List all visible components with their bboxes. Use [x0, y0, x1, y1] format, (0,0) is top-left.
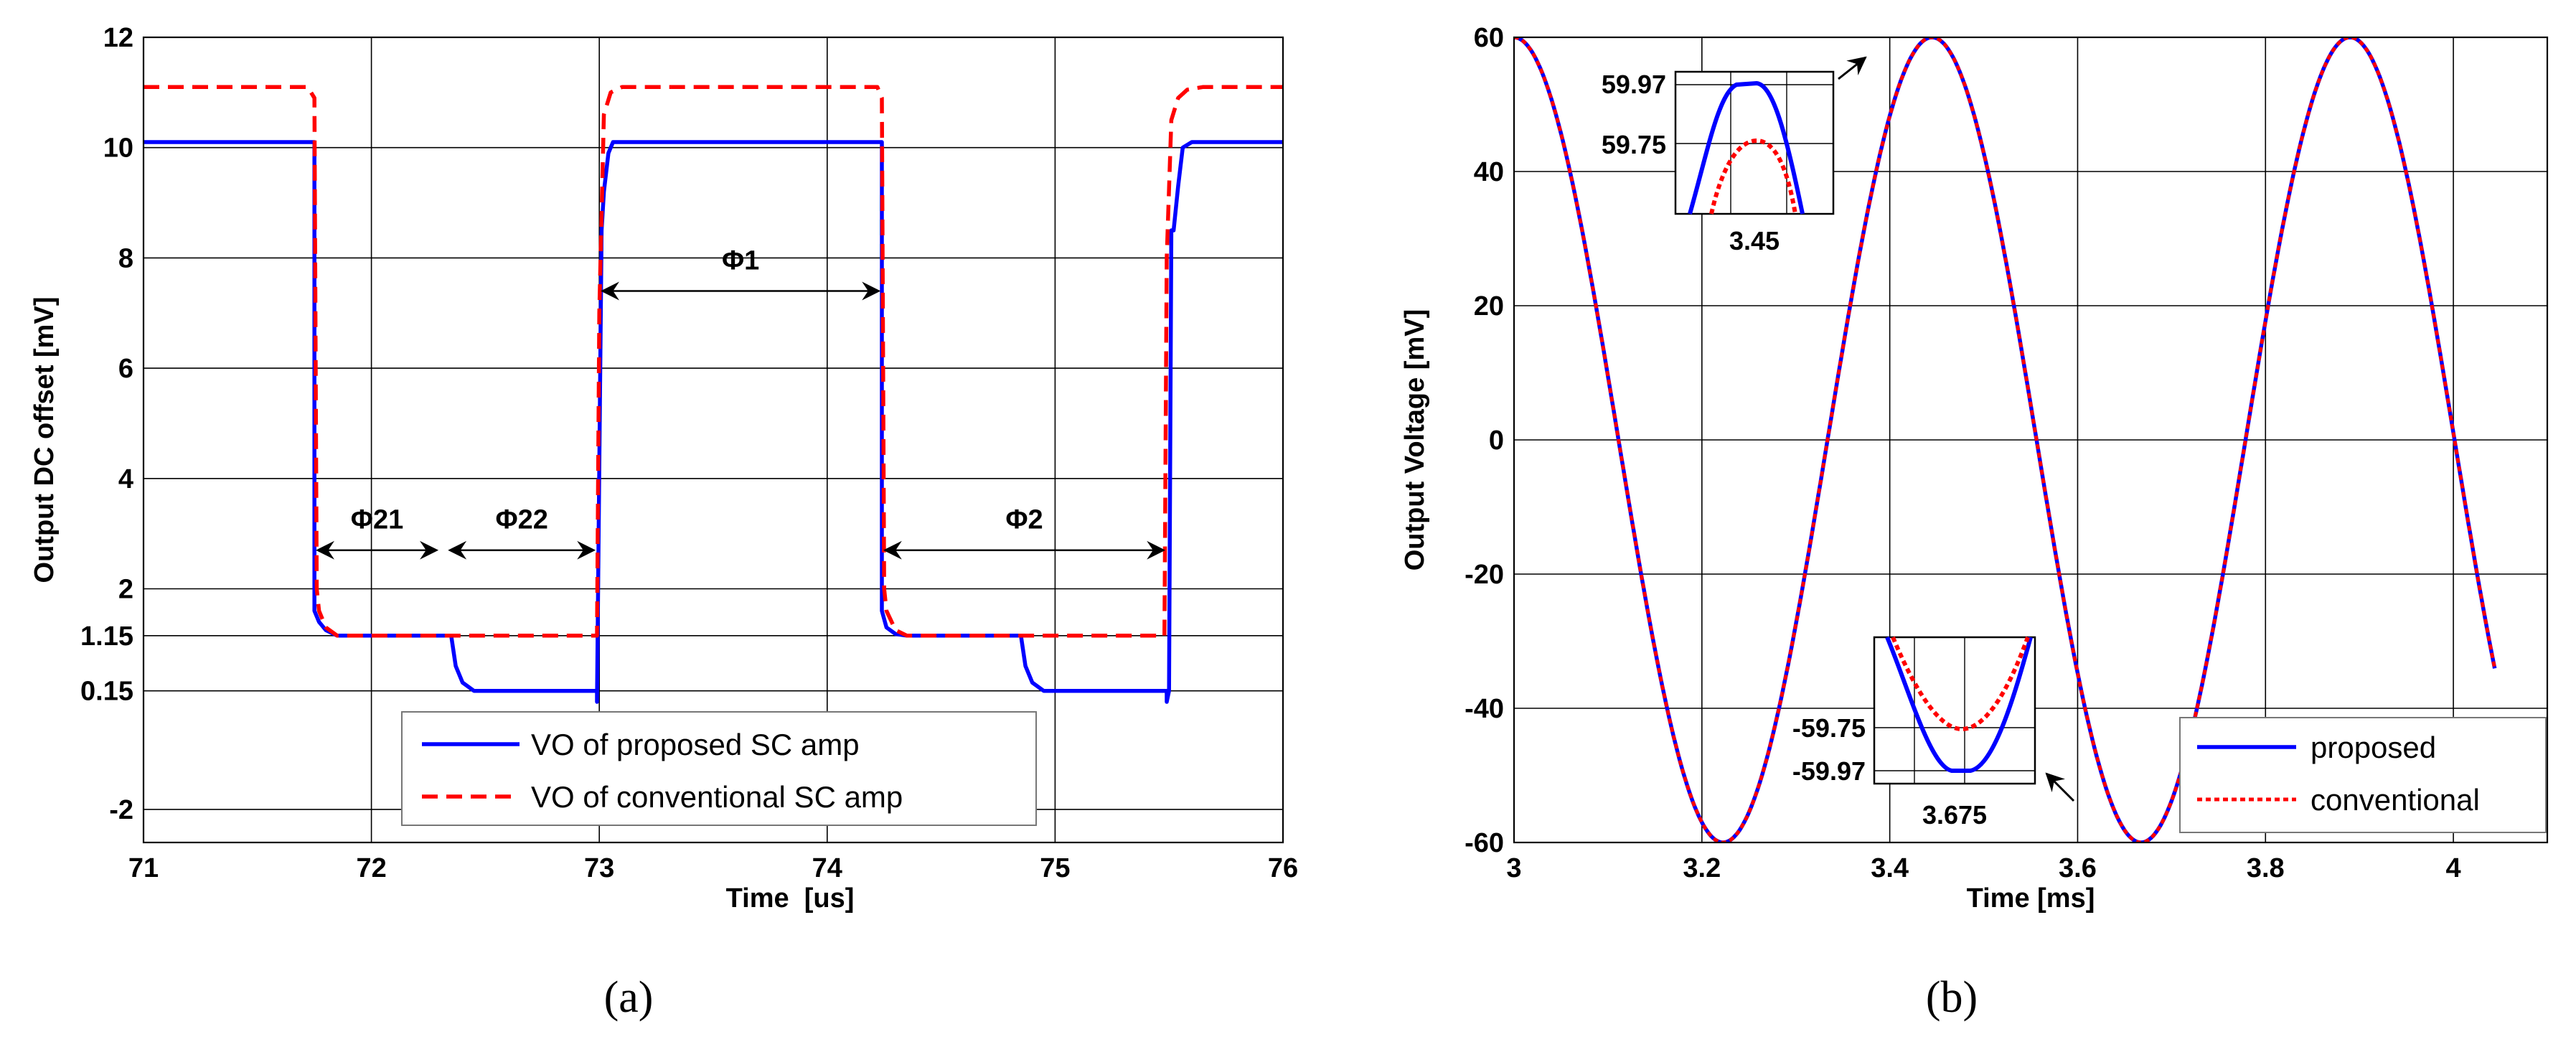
inset-bottom-conventional-curve: [1891, 636, 2030, 732]
inset-top-x-tick: 3.45: [1729, 226, 1780, 255]
inset-top-y-tick-1: 59.97: [1602, 70, 1666, 99]
chart-b-y-tick-label: 20: [1474, 291, 1504, 321]
chart-b-y-axis-label: Output Voltage [mV]: [1400, 309, 1430, 571]
chart-a-y-tick-label: 0.15: [80, 677, 133, 707]
chart-b: 3 3.2 3.4 3.6 3.8 4 -60 -40 -20 0 20 40 60 59.97 59.…: [1400, 23, 2549, 1022]
annotation-label: Φ2: [1005, 505, 1043, 535]
inset-top-proposed-curve: [1688, 80, 1805, 215]
chart-a-x-tick-label: 73: [584, 853, 614, 883]
chart-b-x-tick-label: 3.4: [1871, 853, 1909, 883]
chart-b-x-tick-label: 3.6: [2059, 853, 2097, 883]
chart-b-x-tick-label: 3.2: [1683, 853, 1721, 883]
chart-a-x-tick-label: 76: [1268, 853, 1298, 883]
chart-a-x-axis-label: Time [us]: [726, 883, 855, 914]
chart-b-tick-labels: 3 3.2 3.4 3.6 3.8 4 -60 -40 -20 0 20 40 60: [1465, 23, 2461, 883]
chart-b-y-tick-label: 40: [1474, 157, 1504, 187]
chart-a-lines: [144, 85, 1283, 704]
inset-top-y-tick-2: 59.75: [1602, 130, 1666, 159]
series-conventional-sc-amp-line: [144, 85, 1283, 638]
chart-a-annotations: Φ1 Φ21 Φ22 Φ2: [316, 246, 1166, 560]
chart-a-x-tick-label: 75: [1040, 853, 1070, 883]
chart-a-y-tick-label: 6: [118, 354, 133, 384]
chart-a-y-tick-label: 8: [118, 243, 133, 273]
annotation-label: Φ21: [351, 505, 403, 535]
inset-bottom-pointer-arrow: [2045, 772, 2075, 802]
chart-b-x-tick-label: 3: [1506, 853, 1521, 883]
chart-a-y-tick-label: 10: [103, 133, 133, 164]
chart-b-legend: proposed conventional: [2179, 717, 2547, 833]
chart-a-x-tick-label: 72: [356, 853, 386, 883]
chart-b-y-tick-label: -40: [1465, 694, 1504, 724]
annotation-label: Φ1: [722, 246, 759, 276]
chart-b-x-tick-label: 3.8: [2247, 853, 2285, 883]
legend-conventional-label: VO of conventional SC amp: [531, 780, 903, 814]
chart-a-y-tick-label: 4: [118, 464, 133, 494]
chart-b-y-tick-label: 0: [1489, 426, 1504, 456]
chart-a-tick-labels: 71 72 73 74 75 76 -2 0.15 1.15 2 4 6 8 10 12: [80, 23, 1298, 883]
annotation-label: Φ22: [495, 505, 547, 535]
legend-proposed-label-b: proposed: [2311, 731, 2436, 764]
chart-a-y-tick-label: -2: [109, 795, 133, 825]
inset-top-conventional-curve: [1709, 138, 1797, 215]
inset-bottom-frame: [1873, 636, 2036, 785]
chart-b-x-axis-label: Time [ms]: [1967, 883, 2095, 914]
chart-b-inset-top: 59.97 59.75 3.45: [1602, 56, 1867, 255]
legend-conventional-label-b: conventional: [2311, 783, 2480, 817]
legend-proposed-label: VO of proposed SC amp: [531, 728, 860, 761]
chart-b-x-tick-label: 4: [2446, 853, 2461, 883]
chart-a-legend: VO of proposed SC amp VO of conventional…: [401, 711, 1037, 826]
chart-a: Φ1 Φ21 Φ22 Φ2 71 72 73 74 75 76 -2 0.15 1.15 2 4 6 8 10 1…: [29, 23, 1298, 1022]
chart-a-x-tick-label: 71: [128, 853, 159, 883]
chart-b-y-tick-label: -20: [1465, 560, 1504, 590]
chart-b-y-tick-label: -60: [1465, 828, 1504, 858]
inset-bottom-y-tick-2: -59.97: [1792, 756, 1866, 786]
caption-b: (b): [1926, 973, 1978, 1022]
chart-b-plot-frame: [1513, 36, 2549, 844]
inset-bottom-x-tick: 3.675: [1922, 800, 1987, 830]
chart-b-y-tick-label: 60: [1474, 23, 1504, 53]
chart-b-inset-bottom: -59.75 -59.97 3.675: [1792, 636, 2075, 830]
chart-a-y-tick-label: 2: [118, 574, 133, 604]
chart-a-y-tick-label: 12: [103, 23, 133, 53]
inset-bottom-proposed-curve: [1885, 636, 2033, 773]
chart-a-y-tick-label: 1.15: [80, 621, 133, 652]
caption-a: (a): [604, 973, 654, 1022]
chart-a-x-tick-label: 74: [812, 853, 842, 883]
chart-a-y-axis-label: Output DC offset [mV]: [29, 297, 60, 583]
inset-top-pointer-arrow: [1838, 56, 1867, 80]
series-conventional-line: [1514, 37, 2497, 842]
chart-b-lines: [1514, 37, 2497, 842]
inset-bottom-y-tick-1: -59.75: [1792, 713, 1866, 743]
chart-a-plot-frame: [142, 36, 1284, 844]
